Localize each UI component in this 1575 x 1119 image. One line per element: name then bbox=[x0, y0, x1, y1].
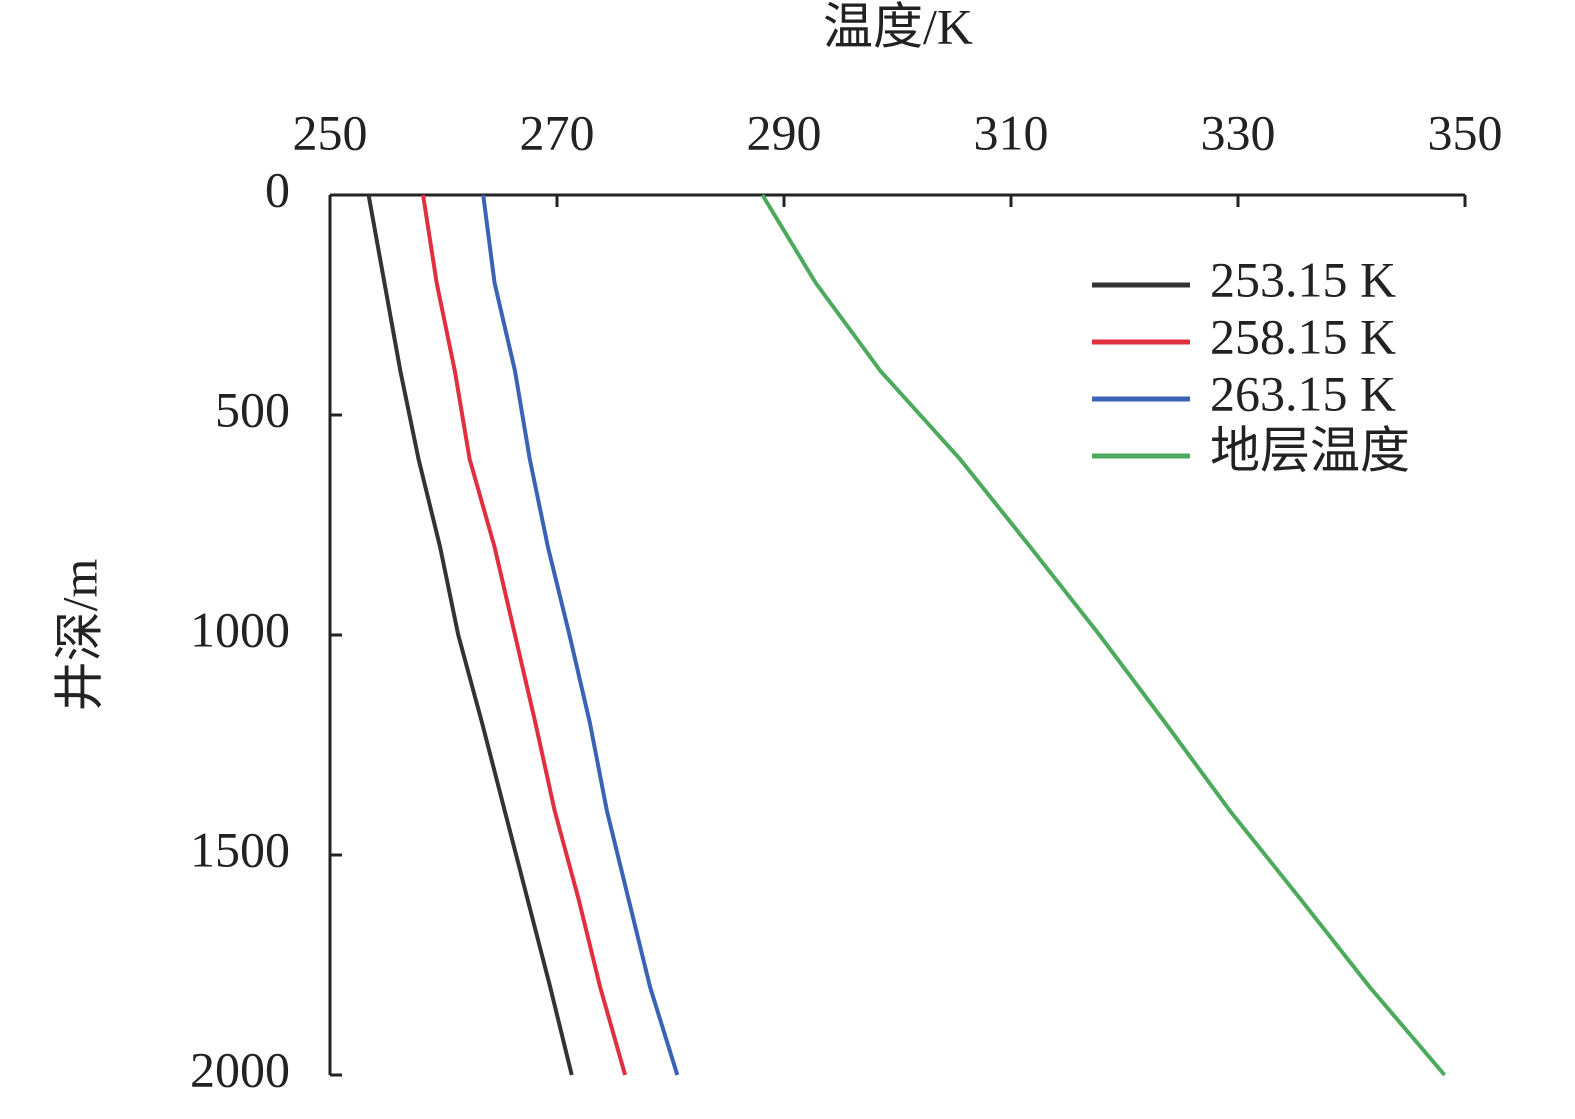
x-tick-label: 330 bbox=[1201, 104, 1276, 160]
x-axis-title: 温度/K bbox=[823, 0, 973, 54]
series-line bbox=[481, 194, 680, 1076]
series-line bbox=[421, 194, 628, 1076]
x-tick-label: 350 bbox=[1428, 104, 1503, 160]
x-tick-label: 250 bbox=[293, 104, 368, 160]
x-tick-label: 270 bbox=[520, 104, 595, 160]
x-tick-label: 290 bbox=[747, 104, 822, 160]
y-tick-label: 2000 bbox=[190, 1041, 290, 1097]
series-line bbox=[760, 193, 1447, 1077]
y-tick-label: 1000 bbox=[190, 601, 290, 657]
y-tick-label: 1500 bbox=[190, 821, 290, 877]
legend-label: 地层温度 bbox=[1210, 422, 1410, 478]
legend-label: 258.15 K bbox=[1210, 308, 1396, 364]
legend-label: 253.15 K bbox=[1210, 251, 1396, 307]
x-tick-label: 310 bbox=[974, 104, 1049, 160]
y-tick-label: 500 bbox=[215, 381, 290, 437]
series-line bbox=[366, 194, 574, 1076]
y-axis-title: 井深/m bbox=[51, 559, 107, 712]
y-tick-label: 0 bbox=[265, 161, 290, 217]
legend-label: 263.15 K bbox=[1210, 365, 1396, 421]
